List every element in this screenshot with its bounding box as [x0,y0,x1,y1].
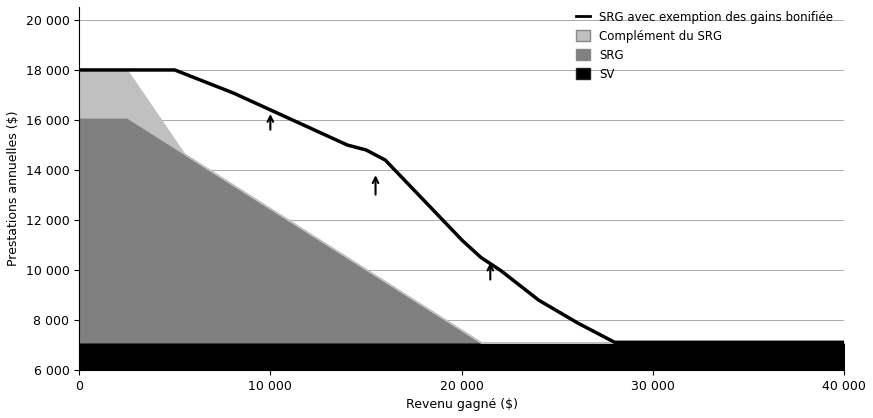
Legend: SRG avec exemption des gains bonifiée, Complément du SRG, SRG, SV: SRG avec exemption des gains bonifiée, C… [571,6,838,85]
Y-axis label: Prestations annuelles ($): Prestations annuelles ($) [7,111,20,266]
X-axis label: Revenu gagné ($): Revenu gagné ($) [406,398,518,411]
